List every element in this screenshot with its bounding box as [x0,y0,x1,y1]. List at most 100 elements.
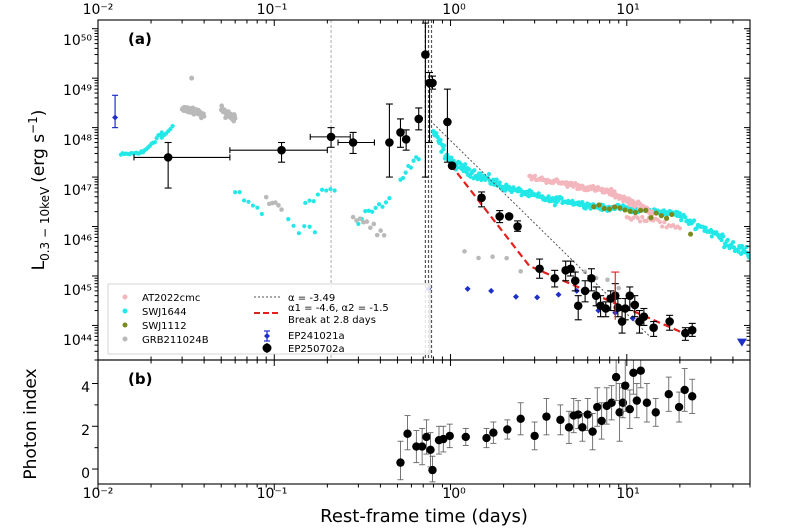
photon-index-point [422,419,431,455]
at2022cmc-point [640,214,645,220]
ep241021a-point [555,291,562,298]
grb211024b-point [368,225,373,231]
photon-index-point [674,391,684,423]
swj1112-point [663,215,670,221]
swj1644-point [546,194,551,199]
ytick-label-1e47: 10⁴⁷ [63,183,92,199]
photon-index-marker [588,427,597,436]
photon-index-marker [426,445,435,454]
at2022cmc-point [660,224,665,229]
photon-index-point [632,383,642,419]
photon-index-marker [516,414,525,423]
ep250702a-point [133,141,231,189]
ep250702a-point [639,307,649,326]
photon-index-marker [632,396,642,405]
legend-marker-swj1644 [122,308,128,314]
ep241021a-marker [488,287,495,294]
panel-a-label: (a) [128,30,152,48]
swj1112-point [638,207,644,213]
swj1644-point [679,218,684,223]
photon-index-marker [403,429,412,438]
photon-index-point [625,389,634,429]
top-xtick-label-1e-2: 10⁻² [83,2,114,18]
ep250702a-point [443,88,452,163]
swj1644-point [709,234,714,239]
legend-label-break-1: α1 = -4.6, α2 = -1.5 [288,303,389,314]
panel-b-label: (b) [128,370,152,388]
photon-index-marker [428,465,437,475]
swj1644-point [472,168,477,173]
at2022cmc-point [532,173,538,178]
fit-line-broken-power-law [449,163,688,336]
grb211024b-point [378,228,383,233]
ep250702a-marker [630,300,640,310]
photon-index-point [445,423,454,449]
photon-index-point [573,400,583,429]
swj1644-point [291,223,296,228]
ep250702a-point [580,280,590,303]
legend-box [107,283,431,355]
swj1644-point [383,200,389,205]
swj1644-point [373,205,378,210]
photon-index-marker [597,416,606,426]
ep250702a-point [513,220,522,232]
grb211024b-point [371,221,377,227]
swj1644-point [233,190,238,195]
ep241021a-point [112,94,119,129]
legend: AT2022cmc SWJ1644 SWJ1112 GRB211024B α =… [107,283,431,355]
photon-index-marker [618,398,628,407]
photon-ytick-2: 2 [81,423,90,439]
photon-index-marker [611,372,621,382]
swj1644-point [434,131,439,136]
bottom-xtick-label-1e0: 10⁰ [442,486,466,502]
at2022cmc-point [662,220,667,225]
photon-index-marker [636,366,645,375]
ep250702a-marker [625,291,635,300]
ep250702a-marker [348,138,358,147]
photon-index-marker [412,442,421,451]
bottom-xtick-label-1e-2: 10⁻² [83,486,114,502]
panel-a-plot-area [112,20,750,360]
swj1644-point [416,157,421,162]
ep241021a-marker [512,293,519,300]
swj1644-point [237,189,242,195]
at2022cmc-point [657,219,663,225]
ep250702a-point [401,129,411,151]
luminosity-y-axis-title: L0.3 − 10keV (erg s−1) [26,110,52,271]
ep250702a-point [550,269,560,288]
photon-index-point [642,383,652,423]
swj1644-point [435,134,440,140]
photon-index-point [564,410,574,444]
legend-marker-ep250702a [262,343,272,353]
swj1112-point [658,213,664,219]
ep250702a-marker [620,304,630,313]
swj1112-point [606,206,613,212]
axis-ticks [92,20,751,490]
swj1644-point [408,165,414,170]
grb211024b-point [504,255,509,261]
photon-index-marker [417,442,427,451]
ylabel-subscript: 0.3 − 10keV [38,186,52,261]
swj1644-point [691,218,697,223]
top-xtick-label-1e-1: 10⁻¹ [257,2,288,18]
grb211024b-point [223,115,228,121]
ytick-label-1e48: 10⁴⁸ [63,133,92,149]
legend-label-swj1644: SWJ1644 [142,307,187,318]
swj1112-point [596,202,602,208]
photon-index-point [607,385,616,421]
photon-index-marker [680,385,689,395]
swj1644-point [725,237,730,242]
grb211024b-point [518,269,523,274]
photon-index-marker [439,434,448,444]
ep250702a-marker [326,132,336,142]
swj1644-point [449,155,454,160]
top-xtick-label-1e0: 10⁰ [442,2,466,18]
grb211024b-point [476,255,481,261]
photon-index-point [516,402,525,436]
swj1644-point [438,137,443,142]
ep250702a-marker [681,328,690,338]
ep250702a-marker [573,301,583,311]
swj1644-point [721,234,726,239]
ep250702a-point [414,107,424,131]
ep250702a-point [495,210,504,224]
